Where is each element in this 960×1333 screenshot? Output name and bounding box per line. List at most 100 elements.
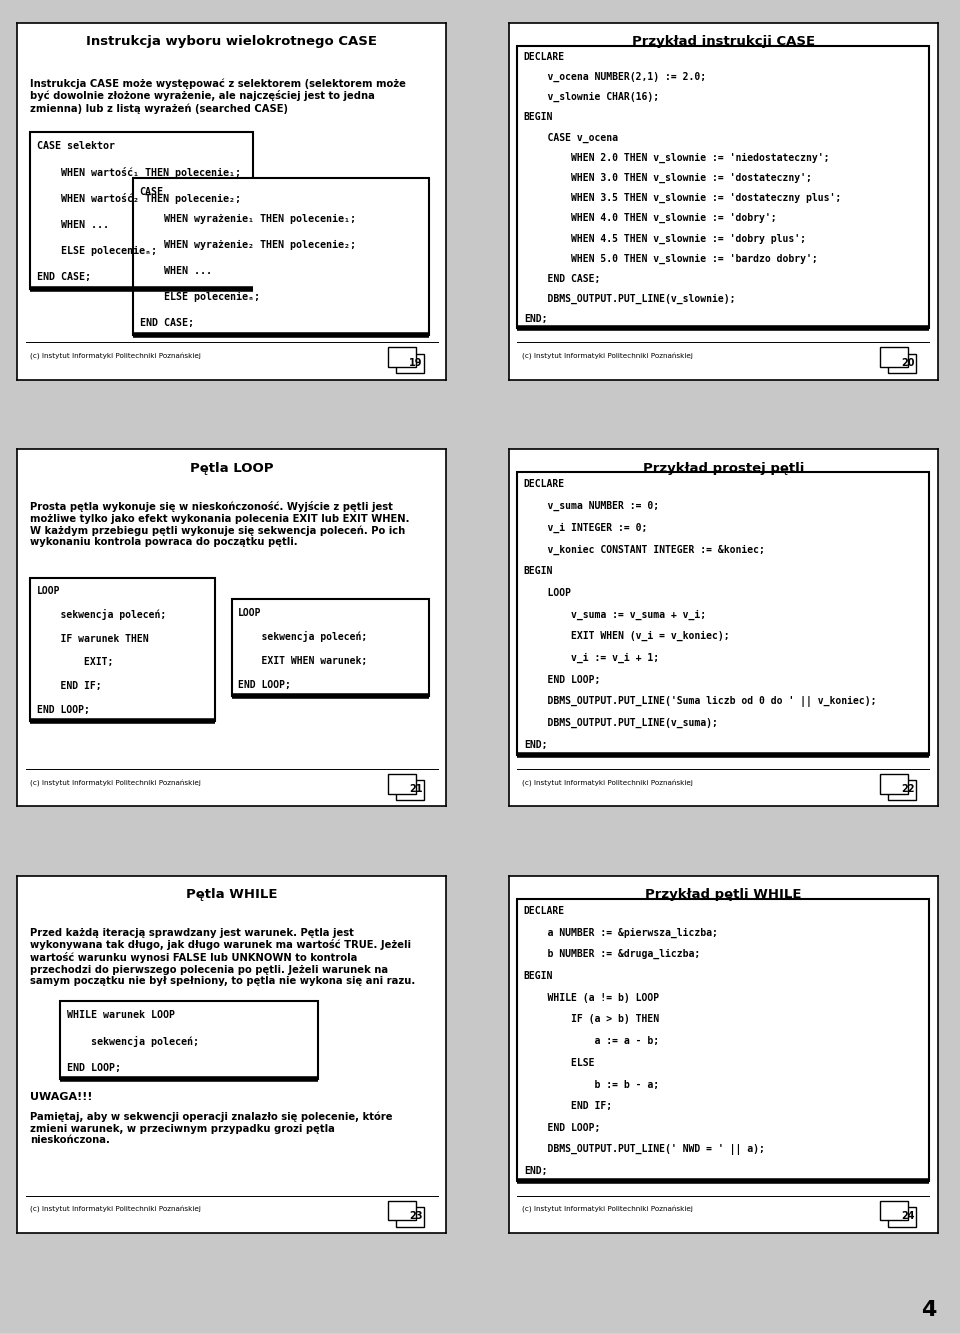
Text: BEGIN: BEGIN xyxy=(524,970,553,981)
Text: 23: 23 xyxy=(409,1210,422,1221)
Text: BEGIN: BEGIN xyxy=(524,567,553,576)
Bar xyxy=(396,1206,424,1226)
Text: (c) Instytut Informatyki Politechniki Poznańskiej: (c) Instytut Informatyki Politechniki Po… xyxy=(521,353,692,360)
Bar xyxy=(60,1001,318,1080)
Bar xyxy=(396,780,424,800)
Text: END;: END; xyxy=(524,740,547,750)
Text: END LOOP;: END LOOP; xyxy=(524,1122,600,1133)
Text: b NUMBER := &druga_liczba;: b NUMBER := &druga_liczba; xyxy=(524,949,700,960)
Text: Instrukcja wyboru wielokrotnego CASE: Instrukcja wyboru wielokrotnego CASE xyxy=(86,35,377,48)
Text: WHILE warunek LOOP: WHILE warunek LOOP xyxy=(66,1010,175,1020)
Bar xyxy=(396,353,424,373)
Text: WHEN 4.5 THEN v_slownie := 'dobry plus';: WHEN 4.5 THEN v_slownie := 'dobry plus'; xyxy=(524,233,805,244)
Text: Przed każdą iteracją sprawdzany jest warunek. Pętla jest
wykonywana tak długo, j: Przed każdą iteracją sprawdzany jest war… xyxy=(30,928,416,986)
Text: 22: 22 xyxy=(900,784,914,794)
Text: v_suma NUMBER := 0;: v_suma NUMBER := 0; xyxy=(524,501,659,511)
Text: DBMS_OUTPUT.PUT_LINE(v_suma);: DBMS_OUTPUT.PUT_LINE(v_suma); xyxy=(524,718,718,728)
Text: 24: 24 xyxy=(900,1210,914,1221)
Bar xyxy=(30,577,215,721)
Text: WHILE (a != b) LOOP: WHILE (a != b) LOOP xyxy=(524,993,659,1002)
Text: b := b - a;: b := b - a; xyxy=(524,1080,659,1089)
Text: CASE: CASE xyxy=(139,188,163,197)
Text: WHEN wyrażenie₁ THEN polecenie₁;: WHEN wyrażenie₁ THEN polecenie₁; xyxy=(139,213,355,224)
Text: a NUMBER := &pierwsza_liczba;: a NUMBER := &pierwsza_liczba; xyxy=(524,928,718,938)
Text: 21: 21 xyxy=(409,784,422,794)
Text: WHEN 2.0 THEN v_slownie := 'niedostateczny';: WHEN 2.0 THEN v_slownie := 'niedostatecz… xyxy=(524,153,829,163)
Text: WHEN 4.0 THEN v_slownie := 'dobry';: WHEN 4.0 THEN v_slownie := 'dobry'; xyxy=(524,213,777,224)
Text: (c) Instytut Informatyki Politechniki Poznańskiej: (c) Instytut Informatyki Politechniki Po… xyxy=(521,1206,692,1213)
Text: WHEN 3.0 THEN v_slownie := 'dostateczny';: WHEN 3.0 THEN v_slownie := 'dostateczny'… xyxy=(524,173,812,183)
Text: Przykład pętli WHILE: Przykład pętli WHILE xyxy=(645,888,802,901)
Bar xyxy=(389,1201,417,1220)
Bar xyxy=(133,179,429,336)
Text: ELSE: ELSE xyxy=(524,1058,594,1068)
Text: WHEN 3.5 THEN v_slownie := 'dostateczny plus';: WHEN 3.5 THEN v_slownie := 'dostateczny … xyxy=(524,193,841,203)
Text: Przykład prostej pętli: Przykład prostej pętli xyxy=(642,461,804,475)
Bar xyxy=(880,348,908,367)
Text: EXIT;: EXIT; xyxy=(36,657,113,668)
Bar xyxy=(389,774,417,793)
Text: EXIT WHEN warunek;: EXIT WHEN warunek; xyxy=(238,656,368,665)
Text: ELSE polecenieₙ;: ELSE polecenieₙ; xyxy=(139,292,259,303)
Text: END IF;: END IF; xyxy=(36,681,101,692)
Text: WHEN wartość₂ THEN polecenie₂;: WHEN wartość₂ THEN polecenie₂; xyxy=(36,193,241,204)
Text: WHEN 5.0 THEN v_slownie := 'bardzo dobry';: WHEN 5.0 THEN v_slownie := 'bardzo dobry… xyxy=(524,253,818,264)
Bar xyxy=(517,898,929,1181)
Bar xyxy=(888,1206,916,1226)
Text: END CASE;: END CASE; xyxy=(36,272,90,283)
Text: Pętla WHILE: Pętla WHILE xyxy=(186,888,277,901)
Text: WHEN ...: WHEN ... xyxy=(139,267,211,276)
Text: CASE selektor: CASE selektor xyxy=(36,141,114,151)
Text: Pętla LOOP: Pętla LOOP xyxy=(190,461,274,475)
Bar xyxy=(30,132,253,289)
Text: Pamiętaj, aby w sekwencji operacji znalazło się polecenie, które
zmieni warunek,: Pamiętaj, aby w sekwencji operacji znala… xyxy=(30,1112,393,1145)
Text: DBMS_OUTPUT.PUT_LINE(' NWD = ' || a);: DBMS_OUTPUT.PUT_LINE(' NWD = ' || a); xyxy=(524,1144,765,1156)
Text: 20: 20 xyxy=(900,357,914,368)
Text: CASE v_ocena: CASE v_ocena xyxy=(524,132,618,143)
Text: v_koniec CONSTANT INTEGER := &koniec;: v_koniec CONSTANT INTEGER := &koniec; xyxy=(524,544,765,555)
Text: END LOOP;: END LOOP; xyxy=(524,674,600,685)
Text: DECLARE: DECLARE xyxy=(524,906,564,916)
Text: (c) Instytut Informatyki Politechniki Poznańskiej: (c) Instytut Informatyki Politechniki Po… xyxy=(30,1206,201,1213)
Text: END;: END; xyxy=(524,315,547,324)
Bar xyxy=(888,780,916,800)
Bar xyxy=(389,348,417,367)
Text: 19: 19 xyxy=(409,357,422,368)
Text: LOOP: LOOP xyxy=(524,588,571,599)
Text: ELSE polecenieₙ;: ELSE polecenieₙ; xyxy=(36,245,156,256)
Text: v_slownie CHAR(16);: v_slownie CHAR(16); xyxy=(524,92,659,103)
Text: END CASE;: END CASE; xyxy=(139,319,194,328)
Text: IF warunek THEN: IF warunek THEN xyxy=(36,633,148,644)
Text: DBMS_OUTPUT.PUT_LINE(v_slownie);: DBMS_OUTPUT.PUT_LINE(v_slownie); xyxy=(524,293,735,304)
Text: IF (a > b) THEN: IF (a > b) THEN xyxy=(524,1014,659,1025)
Text: LOOP: LOOP xyxy=(36,587,60,596)
Text: END LOOP;: END LOOP; xyxy=(66,1062,121,1073)
Text: BEGIN: BEGIN xyxy=(524,112,553,123)
Text: EXIT WHEN (v_i = v_koniec);: EXIT WHEN (v_i = v_koniec); xyxy=(524,632,730,641)
Text: sekwencja poleceń;: sekwencja poleceń; xyxy=(66,1036,199,1046)
Text: WHEN wartość₁ THEN polecenie₁;: WHEN wartość₁ THEN polecenie₁; xyxy=(36,167,241,177)
Text: Przykład instrukcji CASE: Przykład instrukcji CASE xyxy=(632,35,815,48)
Text: sekwencja poleceń;: sekwencja poleceń; xyxy=(36,609,166,620)
Text: a := a - b;: a := a - b; xyxy=(524,1036,659,1046)
Text: DECLARE: DECLARE xyxy=(524,52,564,61)
Text: END IF;: END IF; xyxy=(524,1101,612,1112)
Text: v_suma := v_suma + v_i;: v_suma := v_suma + v_i; xyxy=(524,609,706,620)
Text: END;: END; xyxy=(524,1166,547,1177)
Text: DBMS_OUTPUT.PUT_LINE('Suma liczb od 0 do ' || v_koniec);: DBMS_OUTPUT.PUT_LINE('Suma liczb od 0 do… xyxy=(524,696,876,706)
Text: v_ocena NUMBER(2,1) := 2.0;: v_ocena NUMBER(2,1) := 2.0; xyxy=(524,72,706,83)
Text: (c) Instytut Informatyki Politechniki Poznańskiej: (c) Instytut Informatyki Politechniki Po… xyxy=(30,353,201,360)
Bar xyxy=(517,45,929,328)
Text: Prosta pętla wykonuje się w nieskończoność. Wyjście z pętli jest
możliwe tylko j: Prosta pętla wykonuje się w nieskończono… xyxy=(30,501,410,548)
Text: Instrukcja CASE może występować z selektorem (selektorem może
być dowolnie złożo: Instrukcja CASE może występować z selekt… xyxy=(30,79,406,113)
Bar xyxy=(880,1201,908,1220)
Text: LOOP: LOOP xyxy=(238,608,262,617)
Text: DECLARE: DECLARE xyxy=(524,480,564,489)
Bar xyxy=(880,774,908,793)
Text: v_i := v_i + 1;: v_i := v_i + 1; xyxy=(524,653,659,664)
Text: (c) Instytut Informatyki Politechniki Poznańskiej: (c) Instytut Informatyki Politechniki Po… xyxy=(521,780,692,786)
Text: v_i INTEGER := 0;: v_i INTEGER := 0; xyxy=(524,523,647,533)
Text: END LOOP;: END LOOP; xyxy=(238,680,291,690)
Bar xyxy=(888,353,916,373)
Text: WHEN wyrażenie₂ THEN polecenie₂;: WHEN wyrażenie₂ THEN polecenie₂; xyxy=(139,240,355,249)
